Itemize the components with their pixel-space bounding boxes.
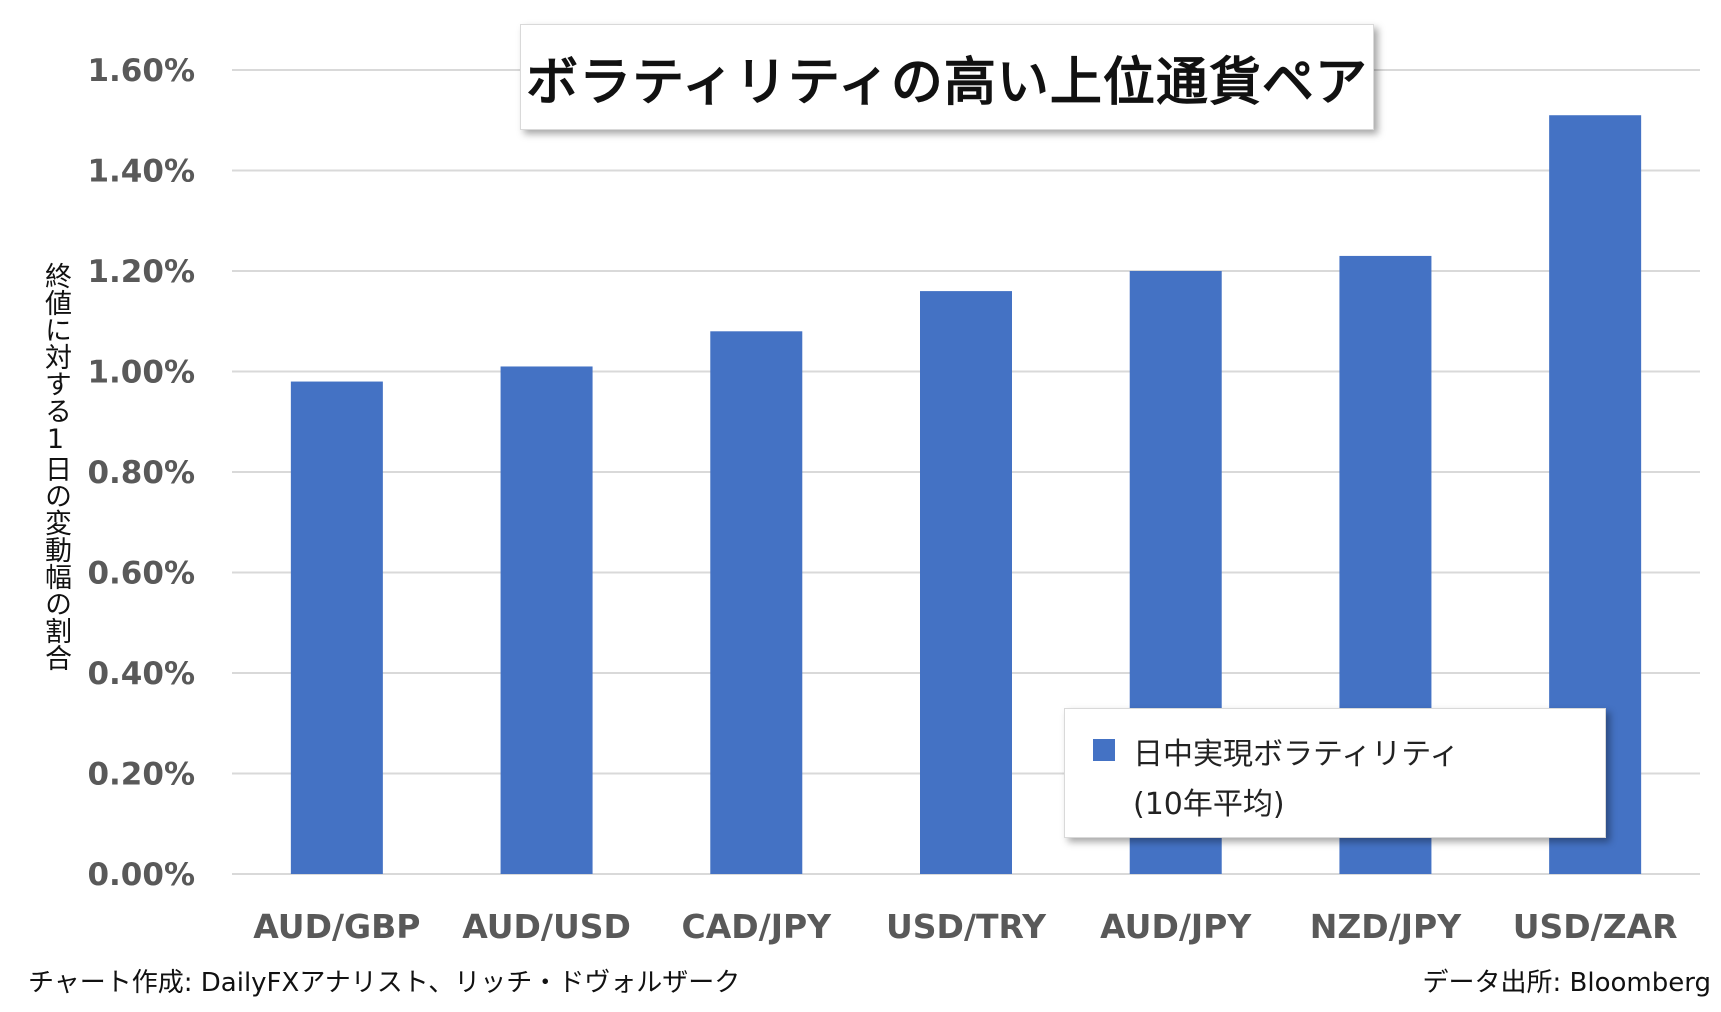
x-tick-label: USD/TRY [886,907,1047,946]
chart-title: ボラティリティの高い上位通貨ペア [526,52,1368,113]
x-tick-label: AUD/GBP [253,907,420,946]
x-tick-label: CAD/JPY [681,907,832,946]
bar-aud-usd [500,366,593,874]
data-source: データ出所: Bloomberg [1422,968,1711,998]
y-tick-label: 0.00% [87,857,195,893]
x-tick-label: NZD/JPY [1310,907,1462,946]
chart-title-box: ボラティリティの高い上位通貨ペア [520,24,1374,130]
chart-credit: チャート作成: DailyFXアナリスト、リッチ・ドヴォルザーク [28,968,741,998]
x-tick-label: AUD/JPY [1100,907,1252,946]
y-tick-label: 0.20% [87,757,195,793]
y-tick-label: 1.60% [87,53,195,89]
y-tick-label: 1.40% [87,154,195,190]
y-tick-label: 1.20% [87,254,195,290]
legend: 日中実現ボラティリティ (10年平均) [1064,708,1606,838]
x-tick-labels: AUD/GBP AUD/USD CAD/JPY USD/TRY AUD/JPY NZD/J… [253,907,1677,946]
y-tick-label: 0.40% [87,656,195,692]
bar-cad-jpy [710,331,803,874]
x-tick-label: AUD/USD [462,907,631,946]
bar-usd-try [920,291,1012,875]
y-tick-label: 1.00% [87,355,195,391]
y-axis-label: 終値に対する1日の変動幅の割合 [40,262,71,671]
y-tick-labels: 0.00% 0.20% 0.40% 0.60% 0.80% 1.00% 1.20% 1.40%… [87,53,195,893]
y-tick-label: 0.80% [87,455,195,491]
bar-aud-gbp [290,381,383,874]
legend-label-line1: 日中実現ボラティリティ [1133,737,1460,772]
x-tick-label: USD/ZAR [1513,907,1678,946]
y-tick-label: 0.60% [87,556,195,592]
legend-swatch [1093,739,1115,761]
legend-label-line2: (10年平均) [1133,787,1285,822]
